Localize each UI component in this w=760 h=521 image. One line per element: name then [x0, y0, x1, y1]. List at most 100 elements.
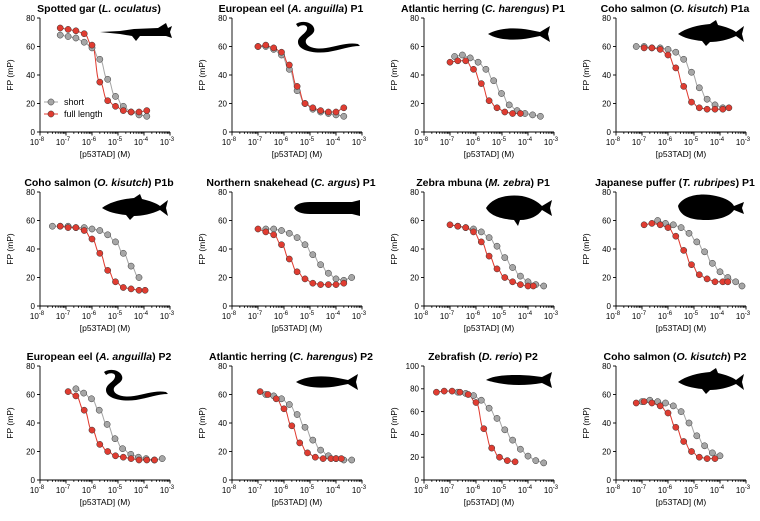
data-point-short [325, 269, 332, 277]
data-point-full-length [88, 41, 96, 49]
data-point-full-length [285, 61, 293, 69]
x-axis-title: [p53TAD] (M) [272, 497, 323, 507]
data-point-short [158, 455, 166, 462]
data-point-short [517, 445, 524, 453]
y-tick-label: 40 [602, 419, 611, 428]
data-point-full-length [529, 282, 537, 290]
y-tick-label: 60 [410, 407, 419, 416]
data-point-full-length [664, 409, 672, 417]
data-point-full-length [296, 439, 304, 447]
y-tick-label: 20 [218, 273, 227, 282]
data-point-full-length [151, 456, 158, 464]
data-point-full-length [340, 279, 348, 287]
data-point-full-length [703, 105, 711, 113]
data-point-full-length [480, 425, 488, 433]
x-tick-label: 10-8 [222, 137, 237, 147]
x-tick-label: 10-4 [326, 137, 341, 147]
data-point-full-length [56, 24, 64, 32]
data-point-short [664, 46, 672, 53]
data-point-short [111, 435, 119, 443]
data-point-short [317, 446, 324, 454]
x-tick-label: 10-4 [710, 485, 725, 495]
x-tick-label: 10-5 [684, 137, 699, 147]
x-tick-label: 10-3 [736, 311, 751, 321]
data-point-short [96, 227, 104, 234]
data-point-full-length [143, 456, 151, 464]
y-tick-label: 20 [602, 273, 611, 282]
x-tick-label: 10-5 [108, 485, 123, 495]
x-tick-label: 10-6 [658, 137, 673, 147]
data-point-full-length [127, 108, 135, 116]
y-tick-label: 20 [26, 99, 35, 108]
data-point-full-length [304, 449, 311, 457]
data-point-short [701, 442, 708, 450]
panel-title: Atlantic herring (C. harengus) P1 [401, 3, 565, 15]
data-point-full-length [472, 399, 480, 406]
data-point-full-length [104, 97, 112, 105]
data-point-full-length [112, 102, 119, 110]
x-axis-title: [p53TAD] (M) [656, 149, 707, 159]
data-point-full-length [711, 455, 719, 462]
y-tick-label: 20 [218, 99, 227, 108]
data-point-short [716, 268, 724, 276]
y-tick-label: 40 [218, 245, 227, 254]
data-point-full-length [456, 388, 464, 396]
data-point-full-length [301, 100, 309, 107]
data-point-full-length [141, 286, 149, 294]
data-point-short [677, 224, 685, 231]
data-point-short [688, 68, 695, 76]
data-point-short [490, 77, 498, 85]
data-point-full-length [501, 108, 509, 116]
x-tick-label: 10-4 [134, 485, 149, 495]
snakehead-silhouette [294, 200, 360, 216]
x-tick-label: 10-7 [248, 311, 263, 321]
data-point-full-length [340, 104, 348, 112]
panel-title: Coho salmon (O. kisutch) P1a [601, 3, 750, 15]
x-tick-label: 10-5 [684, 485, 699, 495]
data-point-full-length [462, 224, 470, 231]
legend-marker [47, 98, 55, 106]
data-point-full-length [64, 388, 72, 395]
fit-line-full-length [449, 60, 521, 114]
data-point-full-length [517, 110, 524, 117]
y-axis-title: FP (mP) [197, 59, 207, 91]
data-point-full-length [488, 444, 496, 452]
x-tick-label: 10-3 [352, 311, 367, 321]
data-point-full-length [433, 388, 440, 396]
data-point-short [685, 419, 693, 427]
data-point-short [493, 242, 501, 250]
data-point-full-length [254, 225, 262, 233]
x-tick-label: 10-6 [274, 137, 289, 147]
y-tick-label: 40 [218, 71, 227, 80]
data-point-full-length [80, 30, 88, 38]
legend-marker [47, 110, 55, 118]
data-point-short [348, 274, 356, 281]
x-tick-label: 10-5 [300, 311, 315, 321]
data-point-full-length [719, 105, 727, 113]
data-point-short [64, 33, 72, 40]
data-point-full-length [695, 104, 703, 112]
y-tick-label: 40 [218, 419, 227, 428]
data-point-full-length [143, 107, 151, 114]
data-point-short [340, 112, 348, 120]
data-point-short [501, 426, 509, 434]
y-axis-title: FP (mP) [197, 407, 207, 439]
x-tick-label: 10-8 [30, 137, 45, 147]
data-point-full-length [485, 252, 493, 260]
data-point-short [80, 389, 88, 397]
x-tick-label: 10-7 [632, 485, 647, 495]
data-point-full-length [127, 285, 135, 293]
dose-response-panel: Northern snakehead (C. argus) P1 0 20 40 60 8… [197, 177, 376, 333]
x-tick-label: 10-6 [274, 485, 289, 495]
y-tick-label: 60 [218, 216, 227, 225]
data-point-full-length [280, 405, 288, 413]
dose-response-panel: European eel (A. anguilla) P2 0 20 40 60 80 10… [5, 351, 175, 507]
data-point-full-length [56, 222, 64, 230]
data-point-full-length [464, 391, 472, 398]
dose-response-panel: Coho salmon (O. kisutch) P2 0 20 40 60 80 10-8… [581, 351, 751, 507]
legend-label: short [64, 97, 85, 107]
data-point-full-length [656, 46, 664, 53]
data-point-short [309, 251, 317, 259]
y-tick-label: 80 [26, 14, 35, 23]
data-point-full-length [680, 83, 688, 90]
